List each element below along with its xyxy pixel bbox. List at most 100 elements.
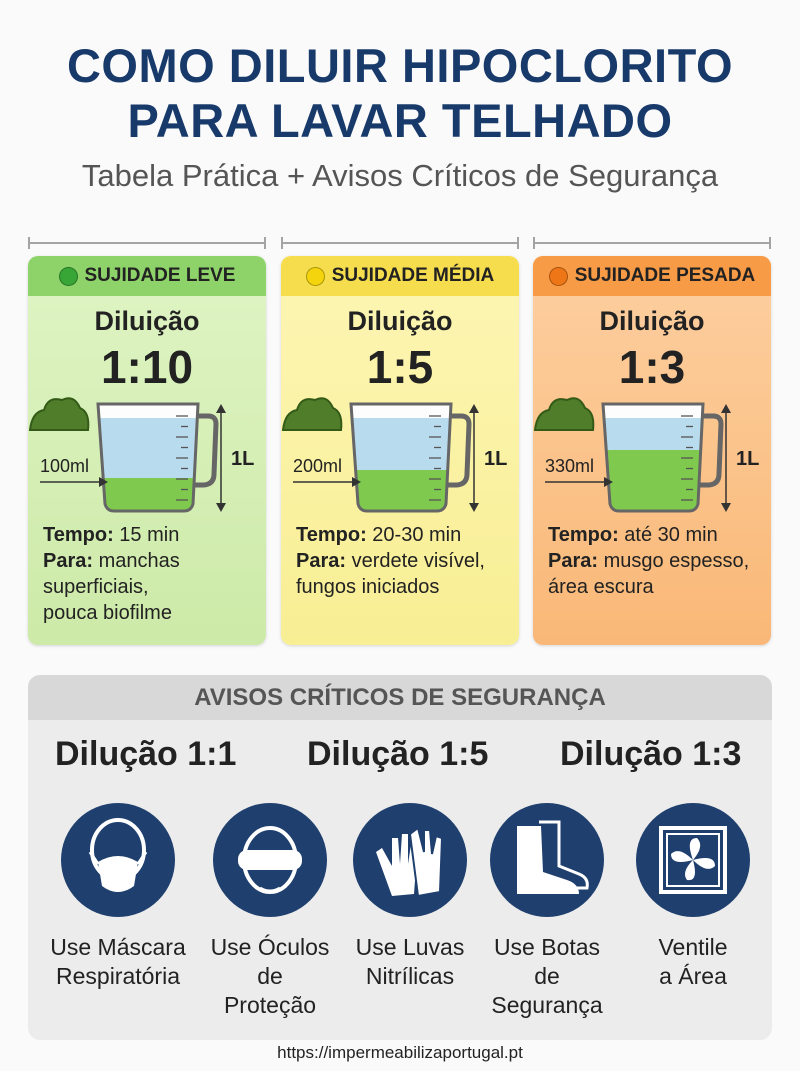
handle bbox=[446, 413, 472, 488]
for-label: Para: bbox=[43, 550, 94, 572]
time-line: Tempo: 15 min bbox=[43, 522, 258, 548]
beaker-outline bbox=[601, 402, 705, 513]
label-line: Use Luvas bbox=[355, 934, 465, 960]
volume-label: 330ml bbox=[545, 456, 594, 476]
label-line: Proteção bbox=[223, 992, 317, 1018]
label-line: de bbox=[534, 963, 560, 989]
arrowhead bbox=[352, 477, 361, 487]
capacity-label: 1L bbox=[231, 448, 254, 470]
volume-label: 100ml bbox=[40, 456, 89, 476]
label-line: de bbox=[257, 963, 283, 989]
label-line: Segurança bbox=[491, 992, 603, 1018]
dimension-line bbox=[533, 237, 771, 249]
solution bbox=[351, 470, 451, 511]
for-line: Para: manchas superficiais, pouca biofil… bbox=[43, 548, 203, 626]
label-line: Nitrílicas bbox=[365, 963, 455, 989]
ratio: 1:5 bbox=[366, 341, 434, 393]
safety-dilution: Dilução 1:3 bbox=[560, 735, 742, 773]
moss bbox=[533, 397, 595, 431]
card: SUJIDADE LEVE Diluição 1:10 100ml 1L Tempo: 1… bbox=[28, 256, 266, 645]
fan-icon bbox=[636, 803, 750, 917]
card-header: SUJIDADE LEVE bbox=[28, 256, 266, 296]
dilution-label: Diluição bbox=[94, 306, 200, 336]
goggles-icon bbox=[213, 803, 327, 917]
time-value: 15 min bbox=[119, 524, 180, 546]
handle bbox=[193, 413, 219, 488]
card: SUJIDADE PESADA Diluição 1:3 330ml 1L Tempo: … bbox=[533, 256, 771, 645]
status-dot bbox=[58, 266, 78, 286]
for-line: Para: musgo espesso, área escura bbox=[548, 548, 763, 600]
moss bbox=[281, 397, 343, 431]
badge: SUJIDADE LEVE bbox=[84, 265, 236, 286]
status-dot bbox=[548, 266, 568, 286]
for-label: Para: bbox=[548, 550, 599, 572]
handle bbox=[698, 413, 724, 488]
for-line: Para: verdete visível, fungos iniciados bbox=[296, 548, 511, 600]
card-info: Tempo: 20-30 min Para: verdete visível, f… bbox=[296, 522, 511, 600]
dimension-line bbox=[281, 237, 519, 249]
time-line: Tempo: até 30 min bbox=[548, 522, 763, 548]
label-line: a Área bbox=[659, 963, 727, 989]
arrowhead bbox=[604, 477, 613, 487]
time-value: até 30 min bbox=[624, 524, 718, 546]
capacity-label: 1L bbox=[484, 448, 507, 470]
time-label: Tempo: bbox=[296, 524, 367, 546]
time-value: 20-30 min bbox=[372, 524, 462, 546]
moss-shape bbox=[533, 397, 595, 431]
gloves-icon bbox=[353, 803, 467, 917]
time-line: Tempo: 20-30 min bbox=[296, 522, 511, 548]
icon-label: Use Luvas Nitrílicas bbox=[335, 933, 485, 991]
ratio: 1:10 bbox=[100, 341, 194, 393]
label-line: Ventile bbox=[658, 934, 728, 960]
solution bbox=[98, 478, 198, 511]
icon-label: Use Botas de Segurança bbox=[472, 933, 622, 1020]
capacity-label: 1L bbox=[736, 448, 759, 470]
icon-label: Use Máscara Respiratória bbox=[43, 933, 193, 991]
safety-dilution: Dilução 1:1 bbox=[55, 735, 237, 773]
volume-label: 200ml bbox=[293, 456, 342, 476]
moss-shape bbox=[28, 397, 90, 431]
title-line: PARA LAVAR TELHADO bbox=[127, 94, 673, 147]
card-info: Tempo: até 30 min Para: musgo espesso, ár… bbox=[548, 522, 763, 600]
label-line: Use Óculos bbox=[210, 934, 330, 960]
for-value: verdete visível, fungos iniciados bbox=[296, 550, 485, 598]
label-line: Use Botas bbox=[493, 934, 601, 960]
arrowhead bbox=[99, 477, 108, 487]
icon-label: Ventile a Área bbox=[618, 933, 768, 991]
beaker-outline bbox=[96, 402, 200, 513]
dilution-label: Diluição bbox=[347, 306, 453, 336]
moss-shape bbox=[281, 397, 343, 431]
title-line: COMO DILUIR HIPOCLORITO bbox=[66, 39, 733, 92]
for-value: manchas superficiais, pouca biofilme bbox=[43, 550, 180, 624]
ratio: 1:3 bbox=[618, 341, 686, 393]
for-value: musgo espesso, área escura bbox=[548, 550, 750, 598]
badge: SUJIDADE PESADA bbox=[574, 265, 756, 286]
card-header: SUJIDADE MÉDIA bbox=[281, 256, 519, 296]
beaker: 330ml 1L bbox=[545, 402, 759, 513]
solution bbox=[603, 450, 703, 511]
beaker-outline bbox=[349, 402, 453, 513]
boots-icon bbox=[490, 803, 604, 917]
subtitle: Tabela Prática + Avisos Críticos de Segu… bbox=[81, 158, 719, 193]
beaker: 200ml 1L bbox=[293, 402, 507, 513]
time-label: Tempo: bbox=[548, 524, 619, 546]
mask-icon bbox=[61, 803, 175, 917]
label-line: Use Máscara bbox=[50, 934, 186, 960]
dilution-label: Diluição bbox=[599, 306, 705, 336]
label-line: Respiratória bbox=[56, 963, 180, 989]
footer-url: https://impermeabilizaportugal.pt bbox=[277, 1043, 523, 1062]
moss bbox=[28, 397, 90, 431]
status-dot bbox=[305, 266, 325, 286]
card: SUJIDADE MÉDIA Diluição 1:5 200ml 1L Tempo: 2… bbox=[281, 256, 519, 645]
card-info: Tempo: 15 min Para: manchas superficiais,… bbox=[43, 522, 258, 626]
icon-label: Use Óculos de Proteção bbox=[195, 933, 345, 1020]
safety-dilution: Dilução 1:5 bbox=[307, 735, 489, 773]
card-header: SUJIDADE PESADA bbox=[533, 256, 771, 296]
for-label: Para: bbox=[296, 550, 347, 572]
dimension-line bbox=[28, 237, 266, 249]
badge: SUJIDADE MÉDIA bbox=[331, 265, 495, 286]
beaker: 100ml 1L bbox=[40, 402, 254, 513]
safety-title: AVISOS CRÍTICOS DE SEGURANÇA bbox=[28, 675, 772, 720]
time-label: Tempo: bbox=[43, 524, 114, 546]
